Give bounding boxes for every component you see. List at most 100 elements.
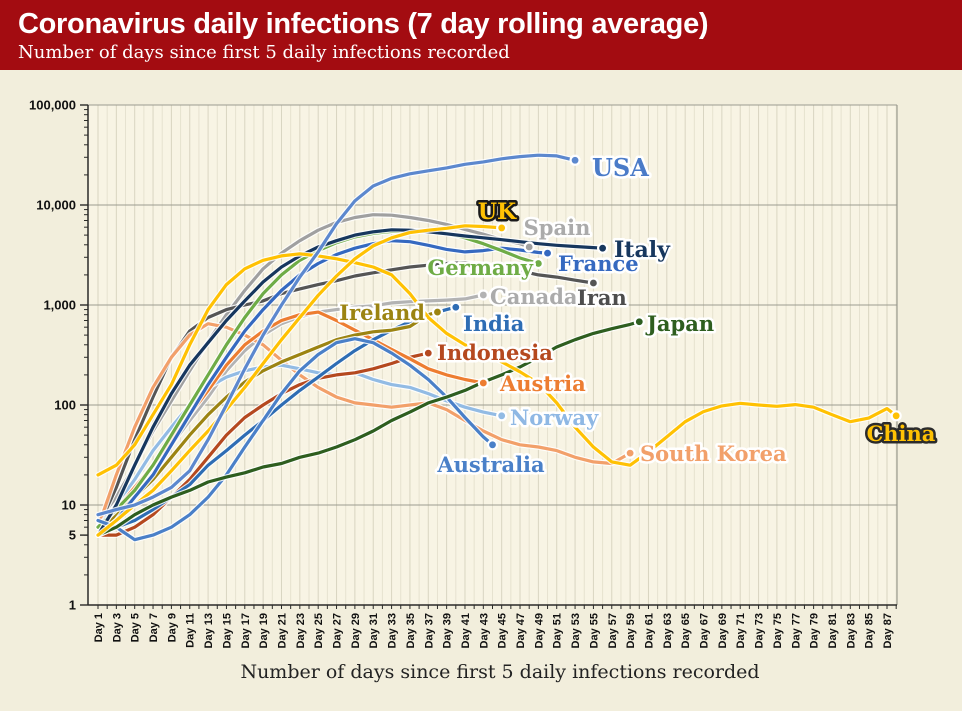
y-tick-label: 1,000: [43, 298, 76, 313]
series-label-usa: USA: [592, 153, 649, 182]
x-tick-label: Day 75: [772, 613, 784, 648]
x-tick-label: Day 49: [533, 613, 545, 648]
end-dot-india: [450, 301, 462, 313]
line-china: [96, 252, 898, 477]
x-tick-label: Day 83: [845, 613, 857, 648]
x-tick-label: Day 65: [680, 613, 692, 648]
end-dot-france: [541, 247, 554, 259]
end-dot-japan: [633, 316, 645, 328]
x-tick-label: Day 19: [258, 613, 270, 648]
series-label-india: India: [463, 311, 525, 336]
header-banner: Coronavirus daily infections (7 day roll…: [0, 0, 962, 70]
x-tick-label: Day 71: [735, 613, 747, 648]
x-tick-label: Day 67: [699, 613, 711, 648]
chart-area: 100,000 10,000 1,000 100 10 5 1 Day 1 Day 3 Day 5…: [0, 70, 962, 706]
x-tick-label: Day 7: [148, 613, 160, 642]
x-tick-label: Day 87: [882, 613, 894, 648]
series-label-germany: Germany: [427, 255, 533, 280]
x-tick-label: Day 5: [130, 613, 142, 642]
series-label-uk: UK: [478, 199, 517, 225]
end-dot-uk: [496, 222, 508, 234]
end-dot-italy: [596, 242, 609, 254]
x-tick-label: Day 55: [588, 613, 600, 648]
x-tick-label: Day 61: [643, 613, 655, 648]
x-tick-label: Day 69: [717, 613, 729, 648]
end-dot-austria: [477, 377, 489, 389]
page-subtitle: Number of days since first 5 daily infec…: [18, 42, 510, 64]
line-south-korea: [96, 322, 632, 529]
x-tick-label: Day 45: [497, 613, 509, 648]
line-japan: [96, 320, 641, 537]
end-dot-south-korea: [624, 447, 636, 459]
series-label-austria: Austria: [499, 371, 586, 396]
end-dot-germany: [532, 257, 544, 270]
x-tick-label: Day 27: [332, 613, 344, 648]
page-title: Coronavirus daily infections (7 day roll…: [18, 8, 709, 40]
series-label-norway: Norway: [510, 405, 599, 430]
y-tick-label: 100: [54, 398, 76, 413]
series-label-indonesia: Indonesia: [437, 340, 553, 365]
x-tick-label: Day 1: [93, 613, 105, 642]
series-label-iran: Iran: [577, 285, 627, 310]
x-tick-label: Day 57: [607, 613, 619, 648]
end-dot-iran: [587, 277, 600, 289]
x-tick-label: Day 53: [570, 613, 582, 648]
line-india: [96, 305, 458, 537]
series-label-italy: Italy: [614, 237, 671, 263]
series-label-france: France: [558, 251, 639, 276]
x-tick-label: Day 33: [387, 613, 399, 648]
series-label-ireland: Ireland: [339, 300, 425, 325]
x-tick-label: Day 47: [515, 613, 527, 648]
line-uk: [96, 224, 504, 537]
x-tick-label: Day 31: [368, 613, 380, 648]
y-tick-label: 5: [69, 528, 76, 543]
x-tick-label: Day 59: [625, 613, 637, 648]
line-usa: [96, 153, 577, 517]
x-tick-label: Day 9: [166, 613, 178, 642]
x-tick-label: Day 51: [552, 613, 564, 648]
end-dot-canada: [477, 289, 489, 301]
end-dot-spain: [523, 241, 535, 253]
y-tick-label: 100,000: [29, 98, 76, 113]
x-tick-label: Day 29: [350, 613, 362, 648]
x-tick-label: Day 13: [203, 613, 215, 648]
end-dot-china: [890, 410, 902, 422]
end-dot-indonesia: [422, 347, 434, 359]
x-tick-label: Day 35: [405, 613, 417, 648]
series-label-south-korea: South Korea: [640, 441, 787, 466]
x-tick-label: Day 21: [276, 613, 288, 648]
series-label-china: China: [867, 421, 936, 446]
y-tick-label: 10: [62, 498, 76, 513]
series-label-spain: Spain: [524, 215, 591, 240]
end-dot-norway: [496, 410, 508, 422]
x-tick-label: Day 43: [478, 613, 490, 648]
end-dot-australia: [486, 439, 499, 451]
x-tick-label: Day 23: [295, 613, 307, 648]
x-tick-label: Day 17: [240, 613, 252, 648]
x-tick-label: Day 39: [442, 613, 454, 648]
line-australia: [96, 337, 495, 542]
series-label-japan: Japan: [645, 311, 714, 336]
line-ireland: [96, 310, 440, 537]
x-tick-label: Day 63: [662, 613, 674, 648]
x-tick-label: Day 25: [313, 613, 325, 648]
x-tick-label: Day 15: [221, 613, 233, 648]
y-tick-label: 10,000: [36, 198, 76, 213]
end-dot-ireland: [431, 306, 444, 318]
series-label-australia: Australia: [436, 452, 545, 477]
x-tick-label: Day 73: [754, 613, 766, 648]
x-tick-label: Day 3: [111, 613, 123, 642]
x-tick-label: Day 81: [827, 613, 839, 648]
line-spain: [96, 213, 531, 523]
x-tick-label: Day 85: [864, 613, 876, 648]
x-tick-label: Day 77: [790, 613, 802, 648]
y-tick-label: 1: [69, 598, 76, 613]
x-tick-label: Day 37: [423, 613, 435, 648]
end-dot-usa: [569, 154, 581, 166]
x-tick-label: Day 11: [185, 613, 197, 648]
infection-chart: 100,000 10,000 1,000 100 10 5 1 Day 1 Day 3 Day 5…: [29, 98, 938, 684]
x-tick-label: Day 41: [460, 613, 472, 648]
x-tick-label: Day 79: [809, 613, 821, 648]
line-indonesia: [96, 351, 430, 537]
